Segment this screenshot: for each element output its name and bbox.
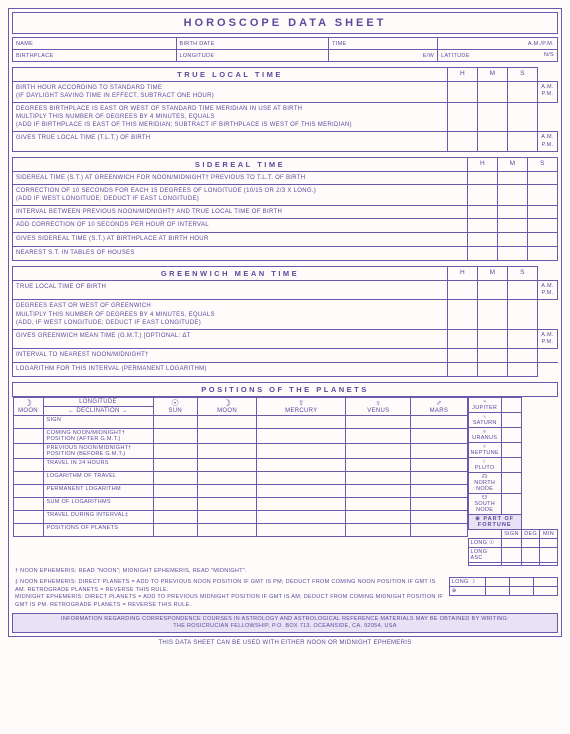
gmt-title: GREENWICH MEAN TIME <box>13 267 448 281</box>
footnote-2: ‡ NOON EPHEMERIS: DIRECT PLANETS = ADD T… <box>12 577 449 611</box>
name-label: NAME <box>16 41 33 47</box>
m-label: M <box>478 68 508 82</box>
ew-label: E/W <box>423 53 434 59</box>
pof-bottom-table: LONG ☽⊕ <box>449 577 558 596</box>
tlt-table: TRUE LOCAL TIME H M S BIRTH HOUR ACCORDI… <box>12 67 558 152</box>
gmt-r2: DEGREES EAST OR WEST OF GREENWICH MULTIP… <box>13 300 448 329</box>
tlt-r2: DEGREES BIRTHPLACE IS EAST OR WEST OF ST… <box>13 103 448 132</box>
sid-r6: NEAREST S.T. IN TABLES OF HOUSES <box>13 247 468 261</box>
gmt-r1: TRUE LOCAL TIME OF BIRTH <box>13 281 448 300</box>
ampm-label: A.M./P.M. <box>528 41 554 47</box>
sidereal-table: SIDEREAL TIME H M S SIDEREAL TIME (S.T.)… <box>12 157 558 261</box>
side-planets-table: ♃JUPITER♄SATURN♅URANUS♆NEPTUNE♇PLUTO☊NOR… <box>468 397 558 566</box>
planets-title: POSITIONS OF THE PLANETS <box>13 382 558 396</box>
ampm-cell: A.M. P.M. <box>538 132 558 151</box>
sid-r4: ADD CORRECTION OF 10 SECONDS PER HOUR OF… <box>13 219 468 233</box>
gmt-r5: LOGARITHM FOR THIS INTERVAL (PERMANENT L… <box>13 362 448 376</box>
main-title: HOROSCOPE DATA SHEET <box>12 12 558 34</box>
gmt-r4: INTERVAL TO NEAREST NOON/MIDNIGHT† <box>13 348 448 362</box>
tlt-title: TRUE LOCAL TIME <box>13 68 448 82</box>
ns-label: N/S <box>544 52 554 58</box>
sid-title: SIDEREAL TIME <box>13 157 468 171</box>
h-label: H <box>448 68 478 82</box>
footnote-1: † NOON EPHEMERIS: READ "NOON"; MIDNIGHT … <box>12 566 558 577</box>
sid-r3: INTERVAL BETWEEN PREVIOUS NOON/MIDNIGHT†… <box>13 206 468 219</box>
tlt-r1: BIRTH HOUR ACCORDING TO STANDARD TIME (I… <box>13 82 448 103</box>
birth-date-label: BIRTH DATE <box>180 41 215 47</box>
time-label: TIME <box>332 41 346 47</box>
gmt-r3: GIVES GREENWICH MEAN TIME (G.M.T.) [OPTI… <box>13 329 448 348</box>
sid-r1: SIDEREAL TIME (S.T.) AT GREENWICH FOR NO… <box>13 171 468 184</box>
planets-outer: POSITIONS OF THE PLANETS ☽MOONLONGITUDE☉… <box>12 382 558 566</box>
sid-r5: GIVES SIDEREAL TIME (S.T.) AT BIRTHPLACE… <box>13 233 468 247</box>
gmt-table: GREENWICH MEAN TIME H M S TRUE LOCAL TIM… <box>12 266 558 377</box>
tlt-r3: GIVES TRUE LOCAL TIME (T.L.T.) OF BIRTH <box>13 132 448 151</box>
header-table: NAME BIRTH DATE TIME A.M./P.M. BIRTHPLAC… <box>12 37 558 62</box>
birthplace-label: BIRTHPLACE <box>16 53 53 59</box>
horoscope-sheet: HOROSCOPE DATA SHEET NAME BIRTH DATE TIM… <box>8 8 562 637</box>
bottom-note: THIS DATA SHEET CAN BE USED WITH EITHER … <box>8 640 562 646</box>
ampm-cell: A.M. P.M. <box>538 82 558 103</box>
s-label: S <box>508 68 538 82</box>
longitude-label: LONGITUDE <box>180 53 215 59</box>
sid-r2: CORRECTION OF 10 SECONDS FOR EACH 15 DEG… <box>13 184 468 205</box>
latitude-label: LATITUDE <box>441 53 470 59</box>
planets-table: ☽MOONLONGITUDE☉SUN☽MOON☿MERCURY♀VENUS♂MA… <box>13 397 468 537</box>
info-bar: INFORMATION REGARDING CORRESPONDENCE COU… <box>12 613 558 633</box>
